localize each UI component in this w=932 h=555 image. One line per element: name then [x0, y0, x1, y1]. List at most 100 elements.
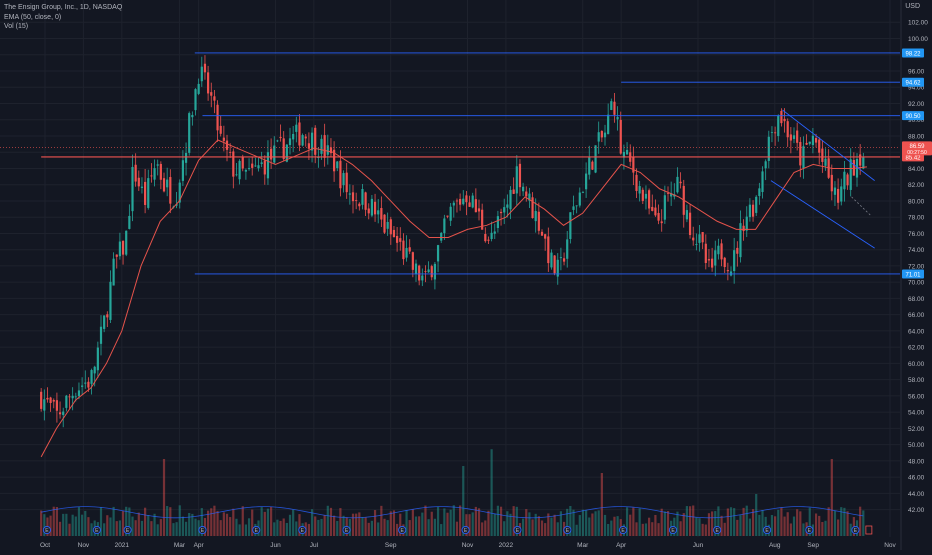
x-tick-label: Nov — [78, 542, 90, 549]
volume-bar — [559, 511, 563, 536]
y-tick-label: 100.00 — [908, 36, 928, 43]
earnings-marker-icon[interactable] — [298, 525, 307, 535]
volume-bar — [40, 510, 43, 536]
channel-upper-line[interactable] — [782, 109, 875, 182]
legend-title[interactable]: The Ensign Group, Inc., 1D, NASDAQ — [4, 4, 123, 11]
candle-body — [81, 385, 84, 387]
candle-body — [200, 66, 203, 82]
x-tick-label: Apr — [194, 542, 205, 549]
volume-bar — [232, 508, 235, 536]
candle-body — [241, 157, 244, 169]
candle-body — [443, 218, 446, 234]
legend-volume[interactable]: Vol (15) — [4, 23, 29, 30]
candle-body — [490, 232, 493, 239]
y-tick-label: 42.00 — [908, 507, 925, 514]
volume-bar — [487, 510, 490, 536]
volume-bar — [635, 522, 638, 536]
candle-body — [402, 240, 405, 260]
volume-bar — [282, 518, 285, 536]
y-tick-label: 54.00 — [908, 410, 925, 417]
volume-bar — [613, 516, 616, 536]
earnings-marker-icon[interactable] — [763, 525, 772, 535]
earnings-marker-icon[interactable] — [851, 525, 860, 535]
y-tick-label: 74.00 — [908, 247, 925, 254]
candle-body — [370, 198, 374, 216]
volume-bar — [364, 517, 367, 536]
candle-body — [118, 241, 122, 257]
candle-body — [244, 169, 248, 172]
candle-body — [723, 257, 726, 268]
earnings-marker-icon[interactable] — [342, 525, 351, 535]
earnings-marker-icon[interactable] — [398, 525, 407, 535]
volume-bar — [695, 517, 698, 536]
volume-bar — [367, 522, 370, 536]
candle-body — [503, 207, 506, 213]
candle-body — [814, 138, 818, 143]
volume-bar — [644, 523, 648, 536]
candle-body — [515, 166, 518, 194]
channel-lower-line[interactable] — [770, 180, 875, 249]
volume-bar — [843, 507, 846, 536]
candle-body — [600, 131, 603, 138]
earnings-marker-icon[interactable] — [42, 525, 51, 535]
earnings-marker-icon[interactable] — [92, 525, 101, 535]
earnings-marker-icon[interactable] — [198, 525, 207, 535]
current-price-tag — [902, 141, 932, 156]
x-tick-label: Oct — [40, 542, 50, 549]
volume-bar — [263, 511, 266, 536]
volume-bar — [443, 508, 446, 536]
volume-bar — [323, 515, 326, 536]
earnings-marker-label: E — [401, 528, 405, 534]
earnings-marker-icon[interactable] — [563, 525, 572, 535]
volume-bar — [660, 508, 663, 536]
volume-bar — [679, 521, 682, 536]
earnings-marker-icon[interactable] — [805, 525, 814, 535]
candle-body — [474, 199, 477, 213]
volume-bar — [474, 506, 477, 536]
candle-body — [484, 233, 487, 242]
candle-body — [698, 234, 701, 243]
earnings-marker-icon[interactable] — [713, 525, 722, 535]
volume-bar — [496, 505, 500, 536]
volume-bar — [534, 513, 537, 536]
candle-body — [751, 204, 755, 217]
candle-body — [695, 244, 698, 245]
volume-bar — [380, 505, 383, 536]
volume-bar — [692, 505, 695, 536]
volume-bar — [421, 512, 424, 536]
upcoming-earnings-icon[interactable] — [865, 525, 873, 535]
volume-bar — [99, 507, 103, 536]
candle-body — [619, 119, 622, 154]
earnings-marker-icon[interactable] — [461, 525, 470, 535]
candle-body — [610, 101, 613, 110]
volume-bar — [786, 512, 789, 536]
volume-bar — [821, 521, 824, 536]
candle-body — [654, 207, 657, 216]
earnings-marker-icon[interactable] — [513, 525, 522, 535]
candle-body — [144, 181, 147, 205]
volume-bar — [370, 520, 374, 536]
volume-bar — [603, 514, 607, 536]
candle-body — [229, 152, 232, 153]
earnings-marker-icon[interactable] — [123, 525, 132, 535]
earnings-marker-icon[interactable] — [252, 525, 261, 535]
legend-ema[interactable]: EMA (50, close, 0) — [4, 13, 62, 21]
earnings-marker-label: E — [715, 528, 719, 534]
volume-bar — [540, 520, 544, 536]
candle-body — [559, 257, 563, 259]
volume-bar — [191, 513, 194, 536]
earnings-marker-icon[interactable] — [619, 525, 628, 535]
candle-body — [531, 197, 534, 219]
volume-bar — [396, 523, 399, 536]
earnings-marker-icon[interactable] — [668, 525, 678, 535]
candle-body — [99, 326, 103, 344]
earnings-marker-label: E — [95, 528, 99, 534]
candle-body — [572, 206, 575, 210]
volume-bar — [358, 512, 361, 536]
volume-bar — [266, 508, 270, 536]
volume-bar — [569, 505, 572, 536]
volume-bar — [339, 508, 342, 536]
candle-body — [131, 166, 134, 212]
